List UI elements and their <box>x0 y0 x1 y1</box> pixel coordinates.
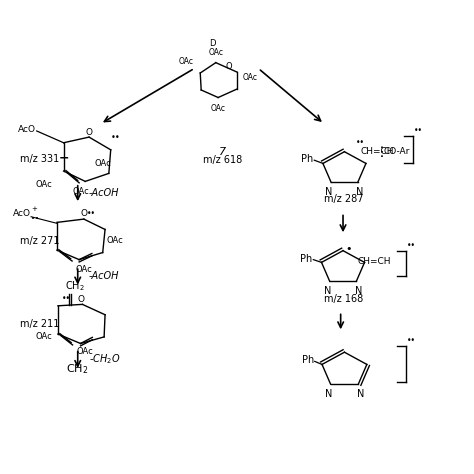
Text: ••: •• <box>356 137 365 146</box>
Text: -AcOH: -AcOH <box>89 271 119 281</box>
Text: +: + <box>31 206 37 212</box>
Text: CH=CH: CH=CH <box>360 147 394 156</box>
Text: ••: •• <box>414 126 423 135</box>
Text: Ph: Ph <box>300 254 312 264</box>
Text: m/z 331: m/z 331 <box>20 154 60 164</box>
Text: OAc: OAc <box>36 332 52 341</box>
Text: ••: •• <box>407 336 416 345</box>
Text: N: N <box>325 187 332 197</box>
Text: N: N <box>356 187 364 197</box>
Text: ••: •• <box>87 209 96 218</box>
Text: ••: •• <box>111 133 121 142</box>
Text: N: N <box>324 286 331 296</box>
Text: AcO: AcO <box>18 125 36 134</box>
Text: CH=CH: CH=CH <box>357 257 391 266</box>
Text: D: D <box>209 38 216 47</box>
Text: m/z 211: m/z 211 <box>20 319 60 329</box>
Text: m/z 271: m/z 271 <box>20 236 60 246</box>
Text: −: − <box>59 152 69 165</box>
Text: ••: •• <box>31 216 39 222</box>
Text: 7: 7 <box>219 146 227 156</box>
Text: O: O <box>78 295 85 304</box>
Text: •: • <box>346 244 352 254</box>
Text: N: N <box>325 389 332 399</box>
Text: OAc: OAc <box>95 158 111 167</box>
Text: CO-Ar: CO-Ar <box>383 147 410 156</box>
Text: OAc: OAc <box>179 57 194 66</box>
Text: O: O <box>226 62 232 71</box>
Text: m/z 618: m/z 618 <box>203 155 243 165</box>
Text: -CH$_2$O: -CH$_2$O <box>89 353 120 366</box>
Text: OAc: OAc <box>36 180 52 189</box>
Text: Ph: Ph <box>301 356 314 365</box>
Text: Ph: Ph <box>301 154 313 164</box>
Text: m/z 287: m/z 287 <box>324 194 364 204</box>
Text: O: O <box>81 209 87 218</box>
Text: OAc: OAc <box>72 187 89 196</box>
Text: m/z 168: m/z 168 <box>324 294 364 304</box>
Text: OAc: OAc <box>243 73 258 82</box>
Text: AcO: AcO <box>13 210 31 219</box>
Text: ••: •• <box>62 294 71 303</box>
Text: OAc: OAc <box>75 265 92 274</box>
Text: OAc: OAc <box>208 48 223 57</box>
Text: N: N <box>355 286 362 296</box>
Text: CH$_2$: CH$_2$ <box>65 362 88 375</box>
Text: O: O <box>85 128 92 137</box>
Text: OAc: OAc <box>106 236 123 245</box>
Text: CH$_2$: CH$_2$ <box>64 279 84 292</box>
Text: -AcOH: -AcOH <box>89 188 119 198</box>
Text: N: N <box>357 389 365 399</box>
Text: ••: •• <box>407 241 416 250</box>
Text: OAc: OAc <box>77 347 94 356</box>
Text: OAc: OAc <box>210 104 226 113</box>
